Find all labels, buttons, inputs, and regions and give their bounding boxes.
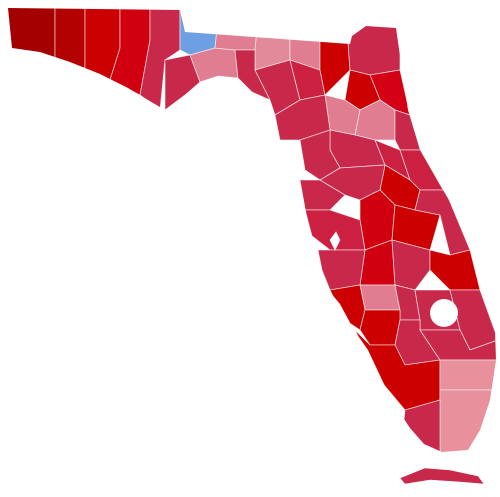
counties (8, 8, 496, 452)
lake-okeechobee (430, 299, 458, 327)
florida-keys (399, 467, 485, 485)
